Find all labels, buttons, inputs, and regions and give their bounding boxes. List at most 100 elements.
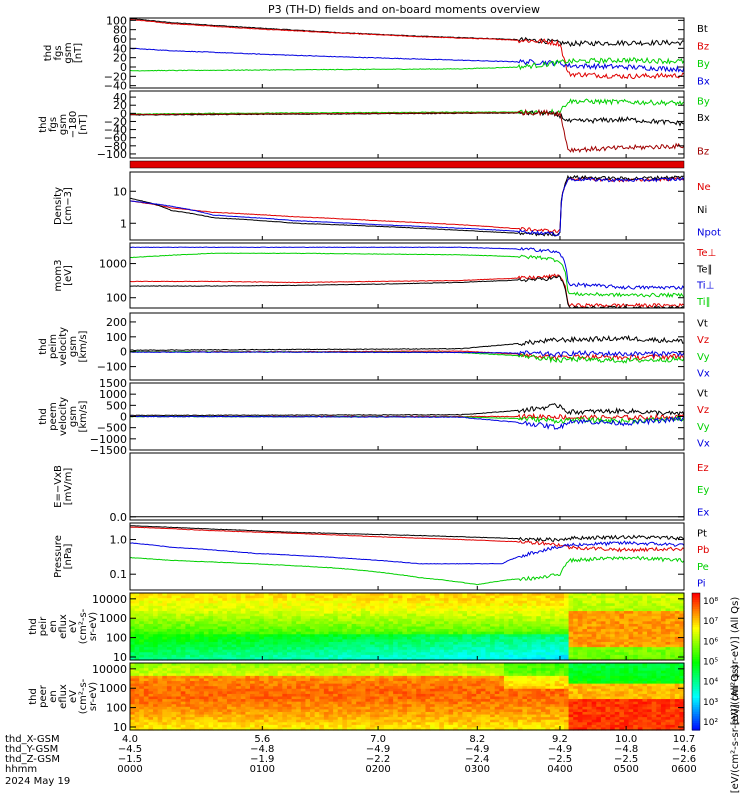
heatmap-cell (647, 629, 653, 633)
heatmap-cell (240, 683, 247, 687)
heatmap-cell (342, 688, 348, 692)
heatmap-cell (314, 611, 320, 615)
heatmap-cell (130, 709, 136, 713)
heatmap-cell (305, 706, 311, 710)
heatmap-cell (226, 618, 233, 622)
heatmap-cell (305, 644, 311, 648)
heatmap-cell (360, 611, 367, 615)
heatmap-cell (300, 688, 307, 692)
heatmap-cell (310, 714, 316, 718)
heatmap-cell (379, 657, 385, 661)
heatmap-cell (139, 670, 145, 674)
heatmap-cell (674, 634, 680, 638)
heatmap-cell (268, 623, 274, 628)
heatmap-cell (250, 613, 256, 617)
heatmap-cell (254, 714, 260, 718)
heatmap-cell (490, 647, 496, 651)
heatmap-cell (527, 631, 533, 635)
heatmap-cell (282, 649, 288, 653)
heatmap-cell (213, 696, 219, 700)
heatmap-cell (462, 631, 468, 635)
heatmap-cell (148, 681, 154, 685)
y-axis-label-line: [nT] (73, 43, 84, 63)
heatmap-cell (360, 600, 367, 604)
heatmap-cell (314, 678, 320, 682)
heatmap-cell (208, 631, 214, 635)
legend-label: Pt (697, 528, 707, 539)
heatmap-cell (503, 631, 510, 635)
heatmap-cell (388, 724, 394, 729)
heatmap-cell (194, 701, 200, 705)
heatmap-cell (656, 644, 662, 648)
heatmap-cell (610, 600, 616, 604)
heatmap-cell (157, 693, 163, 698)
heatmap-cell (351, 696, 357, 700)
heatmap-cell (190, 623, 196, 628)
heatmap-cell (443, 644, 450, 648)
heatmap-cell (305, 618, 311, 622)
heatmap-cell (185, 593, 191, 597)
heatmap-cell (600, 605, 607, 610)
heatmap-cell (143, 714, 150, 718)
heatmap-cell (148, 657, 154, 661)
heatmap-cell (374, 722, 380, 726)
heatmap-cell (619, 621, 625, 625)
heatmap-cell (674, 598, 680, 602)
heatmap-cell (333, 639, 339, 643)
heatmap-cell (374, 595, 380, 599)
heatmap-cell (342, 647, 348, 651)
heatmap-cell (633, 647, 639, 651)
heatmap-cell (453, 598, 459, 602)
heatmap-cell (365, 647, 371, 651)
heatmap-cell (411, 608, 417, 612)
heatmap-cell (171, 595, 177, 599)
heatmap-cell (245, 693, 251, 698)
heatmap-cell (411, 626, 417, 630)
heatmap-cell (328, 629, 334, 633)
heatmap-cell (443, 631, 450, 635)
heatmap-cell (420, 654, 427, 659)
heatmap-cell (550, 626, 556, 630)
heatmap-cell (254, 699, 260, 703)
heatmap-cell (259, 652, 265, 656)
heatmap-cell (457, 613, 463, 617)
heatmap-cell (656, 613, 662, 617)
heatmap-cell (383, 727, 390, 731)
heatmap-cell (360, 709, 367, 713)
heatmap-cell (162, 706, 168, 710)
heatmap-cell (296, 673, 302, 677)
heatmap-cell (563, 600, 570, 604)
heatmap-cell (282, 603, 288, 607)
heatmap-cell (213, 709, 219, 713)
heatmap-cell (582, 621, 588, 625)
heatmap-cell (563, 608, 570, 612)
heatmap-cell (208, 621, 214, 625)
y-axis-label-line: en (48, 620, 59, 633)
heatmap-cell (226, 623, 233, 628)
heatmap-cell (333, 593, 339, 597)
heatmap-cell (236, 593, 242, 597)
heatmap-cell (185, 673, 191, 677)
heatmap-cell (503, 616, 510, 620)
heatmap-cell (328, 636, 334, 640)
heatmap-cell (226, 626, 233, 630)
heatmap-cell (263, 686, 270, 690)
heatmap-cell (614, 608, 620, 612)
legend-label: Te⊥ (696, 248, 716, 259)
heatmap-cell (208, 724, 214, 729)
heatmap-cell (171, 719, 177, 723)
heatmap-cell (379, 613, 385, 617)
heatmap-cell (245, 613, 251, 617)
heatmap-cell (379, 722, 385, 726)
heatmap-cell (356, 724, 362, 729)
heatmap-cell (130, 699, 136, 703)
heatmap-cell (605, 623, 611, 628)
heatmap-cell (554, 629, 560, 633)
heatmap-cell (656, 598, 662, 602)
heatmap-cell (240, 696, 247, 700)
heatmap-cell (517, 605, 524, 610)
heatmap-cell (208, 722, 214, 726)
heatmap-cell (153, 631, 159, 635)
heatmap-cell (628, 639, 634, 643)
heatmap-cell (471, 639, 477, 643)
